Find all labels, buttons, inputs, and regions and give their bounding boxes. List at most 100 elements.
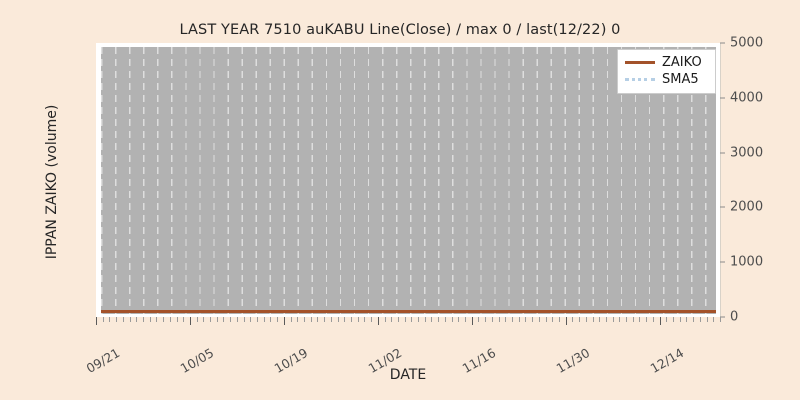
x-axis-tick-minor (632, 317, 634, 322)
x-axis-tick-minor (156, 317, 158, 322)
x-axis-tick-minor (350, 317, 352, 322)
x-axis-tick-minor (129, 317, 131, 322)
x-axis-tick-minor (404, 317, 406, 322)
x-axis-tick-minor (605, 317, 607, 322)
x-axis-tick-minor (585, 317, 587, 322)
legend-line-icon-zaiko (625, 61, 655, 64)
x-axis-tick-minor (277, 317, 279, 322)
x-axis-tick-minor (679, 317, 681, 322)
x-axis-tick-minor (384, 317, 386, 322)
x-axis-tick-minor (136, 317, 138, 322)
x-axis-tick-major (565, 317, 567, 325)
x-axis-tick-minor (699, 317, 701, 322)
x-axis-tick-minor (122, 317, 124, 322)
x-axis-tick-minor (176, 317, 178, 322)
x-axis-tick-minor (518, 317, 520, 322)
x-axis-tick-minor (532, 317, 534, 322)
x-axis-tick-minor (666, 317, 668, 322)
x-axis-tick-minor (243, 317, 245, 322)
y-axis-tick-label: 1000 (730, 254, 764, 270)
x-axis-tick-minor (297, 317, 299, 322)
x-axis-tick-minor (203, 317, 205, 322)
chart-title: LAST YEAR 7510 auKABU Line(Close) / max … (179, 22, 621, 38)
y-axis-tick-label: 2000 (730, 199, 764, 215)
x-axis-tick-minor (116, 317, 118, 322)
x-axis-tick-minor (304, 317, 305, 322)
x-axis-tick-minor (371, 317, 373, 322)
y-axis-spine (720, 43, 721, 317)
x-axis-tick-minor (163, 317, 165, 322)
x-axis-tick-minor (270, 317, 272, 322)
y-axis-tick: 1000 (720, 255, 763, 270)
x-axis-tick-major (283, 317, 285, 325)
x-axis-tick-minor (210, 317, 212, 322)
x-axis-tick-minor (451, 317, 453, 322)
y-axis-tick: 4000 (720, 90, 763, 105)
x-axis-tick-minor (230, 317, 232, 322)
y-axis-tick-mark (720, 42, 725, 44)
x-axis-tick-major (377, 317, 379, 325)
legend-item-zaiko[interactable]: ZAIKO (625, 54, 709, 71)
x-axis-tick-minor (720, 317, 721, 322)
y-axis-tick-mark (720, 152, 725, 154)
x-axis-tick-minor (324, 317, 326, 322)
y-axis-tick-mark (720, 316, 725, 318)
x-axis: 09/21 10/05 10/19 11/02 11/16 11/30 12/14 (84, 317, 721, 387)
x-axis-tick-minor (263, 317, 265, 322)
x-axis-tick-minor (579, 317, 581, 322)
legend-label-sma5: SMA5 (662, 72, 699, 87)
x-axis-tick-major (659, 317, 661, 325)
x-axis-tick-minor (236, 317, 238, 322)
x-axis-tick-minor (344, 317, 346, 322)
x-axis-tick-minor (149, 317, 151, 322)
legend-item-sma5[interactable]: SMA5 (625, 71, 709, 88)
x-axis-tick-minor (619, 317, 621, 322)
x-axis-tick-minor (216, 317, 218, 322)
x-axis-tick-major (471, 317, 473, 325)
x-axis-title: DATE (389, 367, 427, 383)
x-axis-tick-minor (465, 317, 467, 322)
x-axis-tick-minor (290, 317, 292, 322)
x-axis-tick-minor (646, 317, 648, 322)
legend-label-zaiko: ZAIKO (662, 55, 702, 70)
x-axis-tick-minor (364, 317, 366, 322)
y-axis-tick: 2000 (720, 200, 763, 215)
x-axis-tick-minor (552, 317, 554, 322)
x-axis-tick-minor (485, 317, 487, 322)
y-axis-tick-label: 5000 (730, 35, 764, 51)
x-axis-tick-major (189, 317, 191, 325)
x-axis-tick-minor (250, 317, 252, 322)
y-axis-tick: 3000 (720, 145, 763, 160)
y-axis-tick-label: 4000 (730, 90, 764, 106)
x-axis-tick-minor (310, 317, 312, 322)
chart-legend[interactable]: ZAIKO SMA5 (617, 49, 716, 94)
x-axis-tick-minor (257, 317, 259, 322)
x-axis-tick-minor (491, 317, 493, 322)
x-axis-tick-minor (169, 317, 171, 322)
x-axis-tick-major (96, 317, 97, 325)
y-axis-tick: 0 (720, 310, 738, 325)
x-axis-tick-minor (693, 317, 695, 322)
y-axis-tick-mark (720, 97, 725, 99)
x-axis-tick-minor (525, 317, 527, 322)
x-axis-tick-minor (330, 317, 332, 322)
x-axis-tick-minor (558, 317, 560, 322)
x-axis-tick-minor (411, 317, 413, 322)
x-axis-tick-minor (713, 317, 715, 322)
x-axis-tick-minor (431, 317, 433, 322)
x-axis-tick-minor (102, 317, 104, 322)
x-axis-tick-minor (686, 317, 688, 322)
x-axis-tick-minor (599, 317, 601, 322)
x-axis-tick-minor (498, 317, 500, 322)
series-line-zaiko (101, 310, 716, 313)
x-axis-tick-minor (652, 317, 654, 322)
x-axis-tick-minor (223, 317, 225, 322)
x-axis-tick-minor (458, 317, 460, 322)
x-axis-tick-minor (639, 317, 641, 322)
x-axis-tick-minor (572, 317, 574, 322)
x-axis-tick-minor (612, 317, 614, 322)
x-axis-tick-minor (444, 317, 446, 322)
x-axis-tick-minor (438, 317, 440, 322)
x-axis-tick-minor (397, 317, 399, 322)
